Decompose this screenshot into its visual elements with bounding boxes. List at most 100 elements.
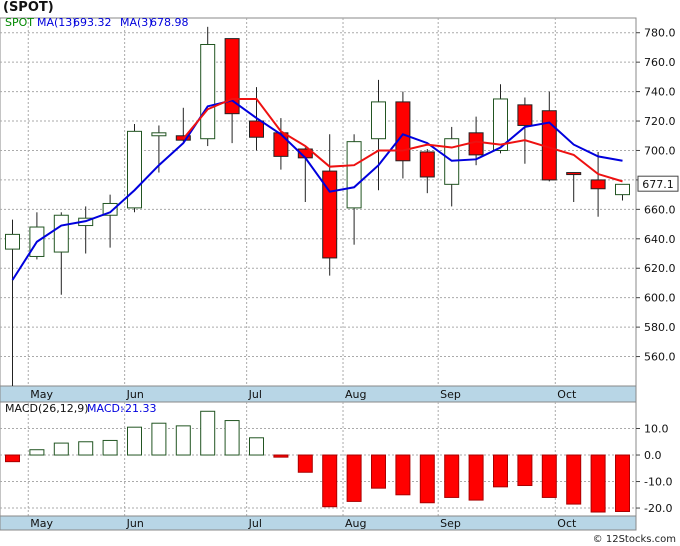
- price-tick-label: 660.0: [644, 203, 676, 216]
- price-tick-label: 740.0: [644, 86, 676, 99]
- candle-body: [371, 101, 386, 140]
- month-label: Jul: [248, 388, 262, 401]
- candle-body: [5, 233, 20, 250]
- macd-bar: [102, 439, 118, 456]
- macd-bar: [127, 426, 142, 456]
- macd-legend-value: -21.33: [121, 402, 156, 415]
- macd-bar: [419, 454, 435, 504]
- price-gridlines: [0, 18, 636, 386]
- candle: [346, 134, 362, 245]
- macd-bar: [273, 454, 289, 458]
- macd-tick-label: -10.0: [644, 476, 672, 489]
- ma13-line: [11, 99, 623, 281]
- candle: [200, 26, 216, 147]
- macd-bar: [517, 454, 533, 487]
- candle: [371, 79, 386, 191]
- candle: [566, 172, 582, 202]
- price-tick-label: 580.0: [644, 321, 676, 334]
- macd-month-label: Sep: [440, 517, 461, 530]
- legend-ma13-value: 693.32: [73, 16, 112, 29]
- candle-body: [566, 172, 582, 176]
- macd-bar: [444, 454, 460, 498]
- macd-legend-label: MACD(26,12,9): [5, 402, 89, 415]
- candle-body: [273, 132, 289, 157]
- macd-tick-label: 10.0: [644, 423, 669, 436]
- macd-bar: [395, 454, 411, 496]
- candles: [5, 26, 630, 386]
- macd-x-axis-band: [0, 515, 637, 531]
- price-tick-label: 780.0: [644, 27, 676, 40]
- price-panel: [0, 17, 637, 387]
- price-tick-label: 700.0: [644, 144, 676, 157]
- candle-body: [590, 179, 606, 190]
- candle: [590, 151, 606, 217]
- candle: [102, 194, 118, 248]
- price-tick-label: 600.0: [644, 292, 676, 305]
- price-tick-label: 560.0: [644, 351, 676, 364]
- price-month-labels: May Jun Jul Aug Sep Oct: [30, 388, 577, 401]
- macd-y-axis: 10.0 0.0 -10.0 -20.0: [636, 423, 672, 515]
- candle: [615, 183, 630, 201]
- macd-bar: [346, 454, 362, 502]
- legend-ma3-value: 678.98: [150, 16, 189, 29]
- macd-legend-value-label: MACD:: [87, 402, 124, 415]
- price-tick-label: 760.0: [644, 56, 676, 69]
- price-x-axis-band: [0, 385, 637, 403]
- macd-bar: [297, 454, 313, 473]
- macd-bar: [590, 454, 606, 513]
- candle: [395, 91, 411, 179]
- last-price-tag: 677.1: [637, 175, 679, 192]
- candle-body: [615, 183, 630, 196]
- candle: [322, 134, 338, 276]
- macd-panel: [0, 401, 637, 517]
- candle-body: [102, 202, 118, 216]
- ma3-line: [182, 97, 623, 183]
- candle: [127, 123, 142, 213]
- candle: [419, 149, 435, 194]
- macd-bar: [371, 454, 386, 489]
- chart-title: (SPOT): [3, 0, 54, 15]
- candle-body: [493, 98, 508, 151]
- price-tick-label: 640.0: [644, 233, 676, 246]
- candle-body: [200, 43, 216, 140]
- candle-body: [127, 130, 142, 209]
- candle-body: [322, 170, 338, 259]
- month-label: May: [30, 388, 53, 401]
- macd-bar: [53, 442, 69, 456]
- candle-body: [346, 141, 362, 209]
- month-label: Oct: [557, 388, 577, 401]
- candle-body: [517, 104, 533, 126]
- macd-bar: [322, 454, 338, 508]
- candle-body: [395, 101, 411, 162]
- candle: [224, 38, 240, 144]
- month-label: Sep: [440, 388, 461, 401]
- price-tick-label: 620.0: [644, 262, 676, 275]
- macd-bar: [151, 422, 167, 456]
- price-tick-label: 720.0: [644, 115, 676, 128]
- last-price-value: 677.1: [642, 178, 674, 191]
- candle: [5, 219, 20, 386]
- macd-bar: [224, 420, 240, 456]
- macd-tick-label: 0.0: [644, 449, 662, 462]
- candle-body: [224, 38, 240, 115]
- month-label: Aug: [345, 388, 366, 401]
- candle-body: [151, 132, 167, 137]
- macd-month-labels: May Jun Jul Aug Sep Oct: [30, 517, 577, 530]
- macd-bar: [200, 410, 216, 456]
- macd-month-label: Aug: [345, 517, 366, 530]
- macd-bar: [78, 441, 94, 456]
- legend-ma3-label: MA(3): [120, 16, 153, 29]
- macd-month-label: May: [30, 517, 53, 530]
- macd-tick-label: -20.0: [644, 502, 672, 515]
- macd-bar: [29, 449, 45, 456]
- candle: [493, 84, 508, 154]
- macd-month-label: Jul: [248, 517, 262, 530]
- macd-bar: [468, 454, 484, 501]
- legend-symbol: SPOT: [5, 16, 34, 29]
- legend-ma13-label: MA(13): [37, 16, 77, 29]
- macd-bar: [566, 454, 582, 505]
- macd-bar: [175, 425, 191, 456]
- macd-bar: [541, 454, 557, 498]
- macd-month-label: Oct: [557, 517, 577, 530]
